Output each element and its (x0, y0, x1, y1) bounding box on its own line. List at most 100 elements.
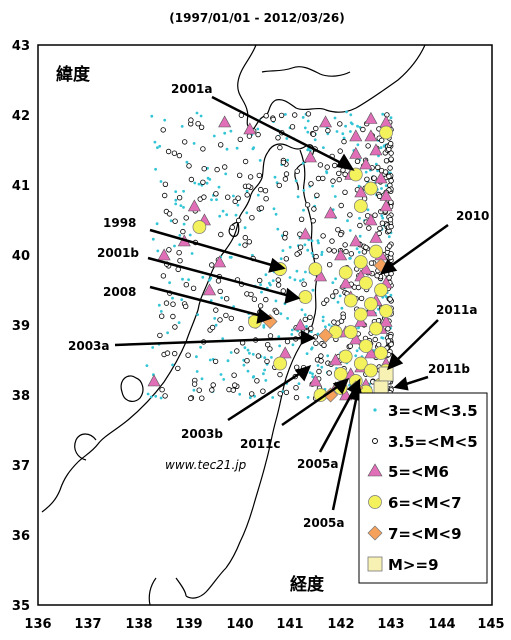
quake-point-m35 (283, 256, 289, 262)
quake-point-m3 (340, 306, 344, 310)
quake-point-m3 (201, 275, 205, 279)
quake-point-m35 (321, 342, 327, 348)
quake-point-m5 (303, 150, 317, 163)
quake-point-m3 (336, 300, 340, 304)
arrowhead (332, 377, 350, 395)
quake-point-m6 (308, 262, 323, 276)
quake-point-m5 (339, 276, 353, 289)
quake-point-m6 (343, 293, 358, 308)
quake-point-m35 (382, 169, 389, 175)
quake-point-m3 (192, 388, 196, 392)
quake-point-m3 (305, 352, 309, 355)
quake-point-m35 (341, 138, 347, 145)
quake-point-m3 (195, 355, 198, 359)
quake-point-m35 (308, 325, 314, 332)
quake-point-m35 (242, 234, 248, 241)
quake-point-m35 (379, 137, 385, 144)
quake-point-m35 (313, 125, 319, 132)
quake-point-m3 (149, 395, 153, 399)
quake-point-m3 (154, 167, 158, 171)
quake-point-m3 (222, 378, 226, 381)
quake-point-m3 (334, 277, 337, 281)
quake-point-m35 (198, 124, 205, 130)
quake-point-m3 (171, 363, 175, 367)
quake-point-m3 (306, 148, 310, 152)
quake-point-m35 (336, 170, 342, 177)
quake-point-m35 (217, 317, 223, 323)
quake-point-m35 (343, 248, 349, 255)
quake-point-m3 (366, 208, 370, 212)
quake-point-m35 (157, 332, 163, 339)
quake-point-m35 (292, 112, 298, 118)
quake-point-m3 (296, 195, 300, 199)
quake-point-m3 (157, 303, 161, 307)
quake-point-m3 (229, 129, 233, 133)
quake-point-m35 (277, 371, 283, 378)
quake-point-m3 (223, 131, 227, 135)
quake-point-m3 (238, 392, 242, 396)
quake-point-m35 (347, 212, 353, 218)
quake-point-m3 (297, 382, 301, 385)
quake-point-m3 (205, 181, 209, 185)
arrow-2010 (387, 223, 449, 270)
quake-point-m35 (171, 150, 178, 156)
quake-point-m3 (301, 278, 305, 281)
quake-point-m3 (220, 296, 224, 300)
quake-point-m5 (278, 346, 292, 359)
arrow-2001b (147, 256, 291, 298)
quake-point-m35 (196, 387, 202, 393)
quake-point-m3 (182, 206, 185, 209)
quake-point-m3 (313, 138, 317, 142)
quake-point-m35 (244, 192, 250, 198)
quake-point-m3 (331, 281, 335, 284)
quake-point-m6 (359, 276, 373, 290)
quake-point-m35 (248, 391, 255, 397)
legend-symbol-dot (373, 408, 377, 412)
quake-point-m35 (363, 244, 369, 251)
quake-point-m35 (337, 148, 343, 154)
quake-point-m5 (298, 227, 312, 240)
quake-point-m3 (210, 198, 213, 202)
legend-label: M>=9 (388, 556, 439, 574)
quake-point-m35 (182, 303, 189, 310)
arrowhead (379, 258, 398, 275)
quake-point-m3 (256, 127, 260, 131)
quake-point-m3 (364, 170, 368, 174)
quake-point-m3 (310, 346, 314, 350)
quake-point-m35 (228, 315, 234, 322)
quake-point-m3 (159, 180, 163, 183)
quake-point-m35 (317, 162, 324, 168)
quake-point-m3 (338, 294, 342, 298)
quake-point-m3 (215, 198, 218, 202)
quake-point-m3 (192, 142, 196, 145)
honshu-west-coast (77, 151, 269, 463)
quake-point-m35 (338, 231, 344, 238)
quake-point-m35 (354, 158, 361, 164)
quake-point-m3 (389, 293, 393, 297)
quake-point-m3 (379, 146, 383, 150)
quake-point-m35 (187, 395, 194, 402)
quake-point-m35 (277, 144, 283, 151)
quake-point-m3 (199, 114, 203, 118)
quake-point-m35 (212, 358, 219, 365)
arrowhead (294, 364, 312, 382)
quake-point-m35 (172, 218, 178, 224)
quake-point-m35 (313, 253, 319, 260)
quake-point-m35 (166, 247, 172, 253)
quake-point-m35 (302, 316, 308, 323)
quake-point-m35 (278, 112, 285, 119)
quake-point-m3 (380, 214, 384, 218)
y-tick-label: 38 (12, 389, 30, 404)
quake-point-m6 (353, 255, 368, 269)
quake-point-m35 (244, 358, 250, 364)
quake-point-m35 (273, 309, 280, 315)
quake-point-m3 (174, 202, 178, 206)
quake-point-m3 (357, 250, 361, 254)
quake-point-m35 (162, 181, 169, 187)
quake-point-m35 (176, 249, 182, 256)
quake-point-m35 (301, 281, 307, 287)
quake-point-m5 (308, 374, 322, 387)
legend-label: 6=<M<7 (388, 494, 462, 512)
quake-point-m5 (319, 115, 333, 128)
y-tick-label: 36 (12, 529, 30, 544)
